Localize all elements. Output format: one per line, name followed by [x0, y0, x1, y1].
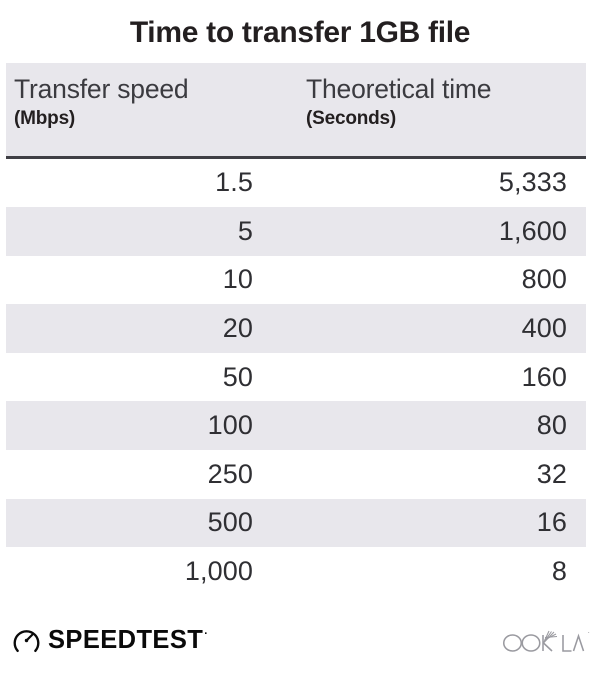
footer: SPEEDTEST · — [0, 622, 600, 668]
speedtest-logo: SPEEDTEST · — [12, 626, 208, 655]
cell-theoretical-time: 5,333 — [498, 167, 567, 198]
table-row: 5 1,600 — [6, 207, 586, 256]
cell-transfer-speed: 500 — [207, 507, 253, 538]
table-header: Transfer speed (Mbps) Theoretical time (… — [6, 63, 586, 156]
page-title: Time to transfer 1GB file — [129, 16, 471, 49]
column-header-transfer-speed-unit: (Mbps) — [14, 108, 76, 129]
table-body: 1.5 5,333 5 1,600 10 800 20 400 50 160 100 80 250 32 5… — [6, 158, 586, 596]
column-header-theoretical-time-label: Theoretical time — [306, 74, 492, 104]
header-separator-rule — [6, 156, 586, 159]
table-row: 20 400 — [6, 304, 586, 353]
ookla-trademark-mark: · — [587, 628, 590, 637]
table-row: 1,000 8 — [6, 547, 586, 596]
column-header-transfer-speed: Transfer speed (Mbps) — [6, 73, 298, 132]
cell-transfer-speed: 100 — [207, 410, 253, 441]
cell-transfer-speed: 10 — [222, 264, 253, 295]
cell-transfer-speed: 50 — [222, 361, 253, 392]
cell-theoretical-time: 80 — [536, 410, 567, 441]
cell-theoretical-time: 16 — [536, 507, 567, 538]
speedtest-trademark-mark: · — [204, 628, 208, 640]
cell-theoretical-time: 1,600 — [498, 215, 567, 246]
column-header-transfer-speed-label: Transfer speed — [14, 74, 189, 104]
table-row: 500 16 — [6, 498, 586, 548]
cell-theoretical-time: 32 — [536, 458, 567, 489]
speedtest-wordmark: SPEEDTEST — [48, 626, 204, 654]
cell-theoretical-time: 8 — [551, 556, 567, 587]
cell-theoretical-time: 800 — [521, 264, 567, 295]
ookla-logo: · — [502, 628, 590, 654]
cell-theoretical-time: 400 — [521, 313, 567, 344]
cell-transfer-speed: 1.5 — [215, 167, 253, 198]
cell-theoretical-time: 160 — [521, 361, 567, 392]
cell-transfer-speed: 5 — [237, 215, 253, 246]
table-row: 250 32 — [6, 450, 586, 499]
cell-transfer-speed: 250 — [207, 458, 253, 489]
ookla-wordmark — [502, 628, 586, 654]
cell-transfer-speed: 1,000 — [184, 556, 253, 587]
column-header-theoretical-time-unit: (Seconds) — [306, 108, 397, 129]
table-row: 10 800 — [6, 255, 586, 305]
table-row: 100 80 — [6, 401, 586, 451]
speedometer-gauge-icon — [12, 626, 41, 655]
data-table: Transfer speed (Mbps) Theoretical time (… — [6, 63, 586, 596]
cell-transfer-speed: 20 — [222, 313, 253, 344]
table-header-row: Transfer speed (Mbps) Theoretical time (… — [6, 73, 586, 132]
table-row: 1.5 5,333 — [6, 158, 586, 208]
column-header-theoretical-time: Theoretical time (Seconds) — [298, 73, 586, 132]
table-row: 50 160 — [6, 352, 586, 402]
